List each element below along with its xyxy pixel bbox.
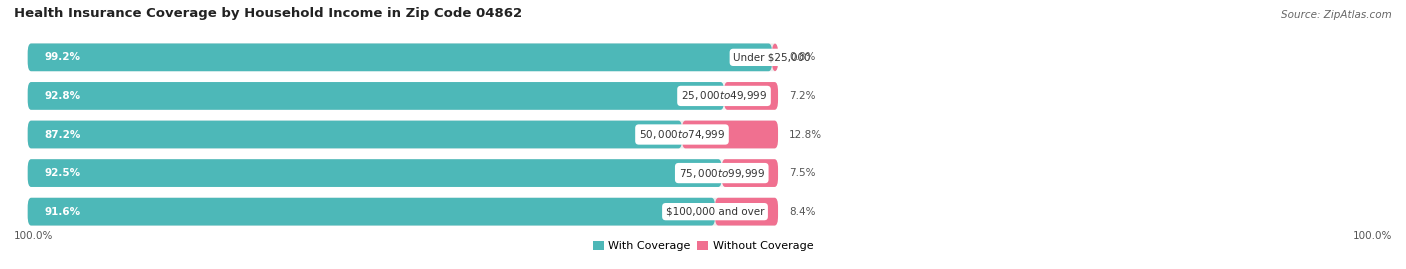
FancyBboxPatch shape xyxy=(682,121,778,148)
Text: Source: ZipAtlas.com: Source: ZipAtlas.com xyxy=(1281,10,1392,20)
FancyBboxPatch shape xyxy=(28,198,716,225)
Text: $25,000 to $49,999: $25,000 to $49,999 xyxy=(681,89,768,102)
FancyBboxPatch shape xyxy=(28,44,778,71)
FancyBboxPatch shape xyxy=(772,44,778,71)
Text: 91.6%: 91.6% xyxy=(44,207,80,217)
FancyBboxPatch shape xyxy=(28,159,778,187)
Text: 92.8%: 92.8% xyxy=(44,91,80,101)
Text: 7.2%: 7.2% xyxy=(789,91,815,101)
FancyBboxPatch shape xyxy=(28,121,682,148)
FancyBboxPatch shape xyxy=(28,82,724,110)
Legend: With Coverage, Without Coverage: With Coverage, Without Coverage xyxy=(588,237,818,256)
Text: 92.5%: 92.5% xyxy=(44,168,80,178)
Text: 100.0%: 100.0% xyxy=(1353,231,1392,240)
Text: 0.8%: 0.8% xyxy=(789,52,815,62)
Text: $50,000 to $74,999: $50,000 to $74,999 xyxy=(638,128,725,141)
Text: 99.2%: 99.2% xyxy=(44,52,80,62)
FancyBboxPatch shape xyxy=(716,198,778,225)
Text: $100,000 and over: $100,000 and over xyxy=(666,207,765,217)
Text: 12.8%: 12.8% xyxy=(789,129,823,140)
Text: 8.4%: 8.4% xyxy=(789,207,815,217)
FancyBboxPatch shape xyxy=(721,159,778,187)
FancyBboxPatch shape xyxy=(28,159,721,187)
FancyBboxPatch shape xyxy=(28,44,772,71)
FancyBboxPatch shape xyxy=(28,198,778,225)
FancyBboxPatch shape xyxy=(724,82,778,110)
Text: 100.0%: 100.0% xyxy=(14,231,53,240)
Text: Under $25,000: Under $25,000 xyxy=(734,52,811,62)
Text: 87.2%: 87.2% xyxy=(44,129,80,140)
Text: 7.5%: 7.5% xyxy=(789,168,815,178)
FancyBboxPatch shape xyxy=(28,82,778,110)
Text: Health Insurance Coverage by Household Income in Zip Code 04862: Health Insurance Coverage by Household I… xyxy=(14,7,522,20)
FancyBboxPatch shape xyxy=(28,121,778,148)
Text: $75,000 to $99,999: $75,000 to $99,999 xyxy=(679,167,765,180)
